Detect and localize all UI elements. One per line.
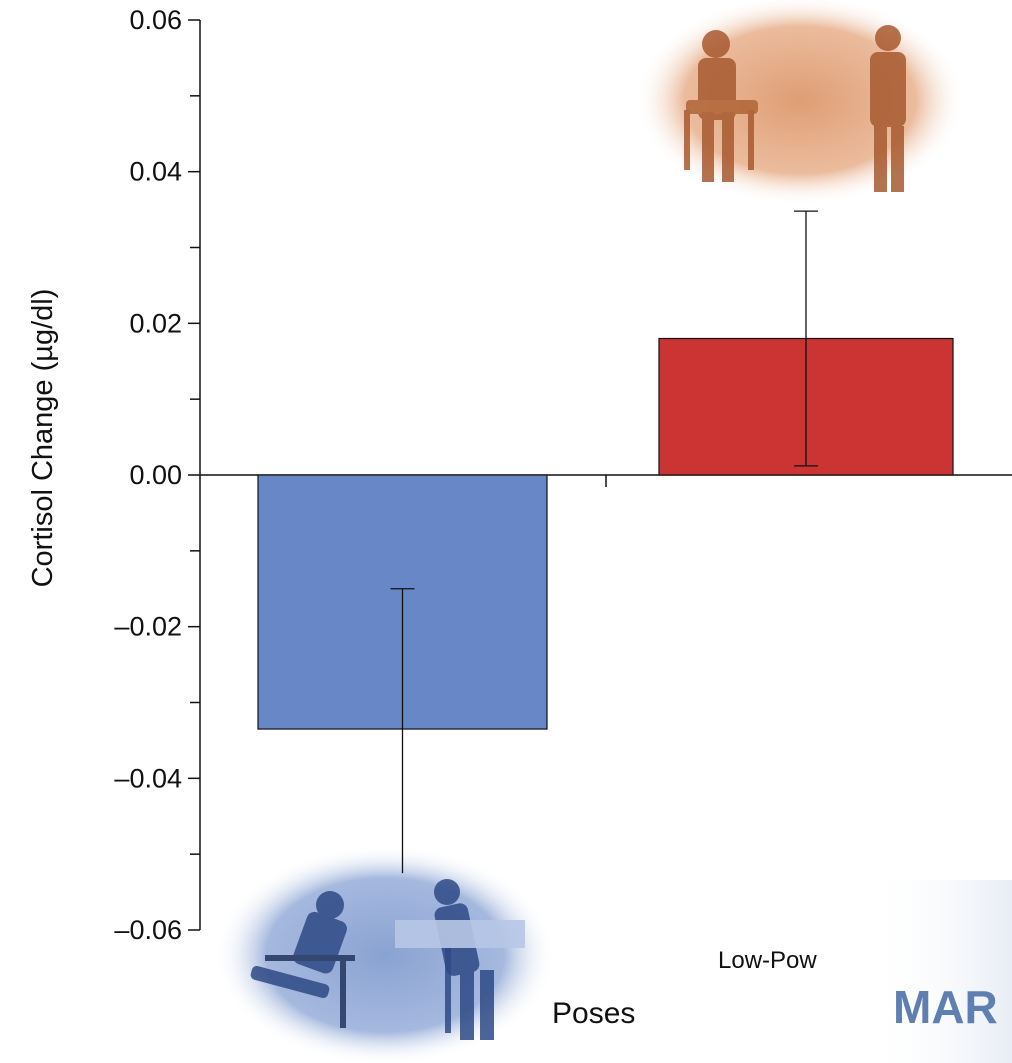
high-power-pose-photo xyxy=(215,845,555,1063)
y-tick-label: 0.02 xyxy=(129,308,182,338)
y-tick-label: 0.04 xyxy=(129,157,182,187)
watermark-panel xyxy=(870,880,1012,1063)
y-tick-label: –0.04 xyxy=(114,763,182,793)
low-power-pose-photo xyxy=(635,0,965,205)
bars xyxy=(257,210,954,874)
y-tick-label: 0.00 xyxy=(129,460,182,490)
category-label-low-power: Low-Pow xyxy=(718,947,817,974)
y-axis-title: Cortisol Change (µg/dl) xyxy=(27,289,59,588)
y-axis: 0.06 0.04 0.02 0.00 –0.02 –0.04 –0.06 xyxy=(114,5,1012,945)
watermark-text: MAR xyxy=(893,981,998,1033)
y-tick-label: 0.06 xyxy=(129,5,182,35)
y-tick-label: –0.06 xyxy=(114,915,182,945)
category-label-poses: Poses xyxy=(552,997,635,1030)
y-tick-label: –0.02 xyxy=(114,612,182,642)
